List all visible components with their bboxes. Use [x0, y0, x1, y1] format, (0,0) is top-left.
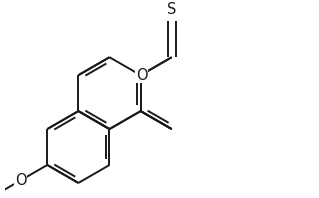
- Text: S: S: [167, 2, 176, 17]
- Text: O: O: [136, 68, 147, 83]
- Text: O: O: [15, 173, 27, 188]
